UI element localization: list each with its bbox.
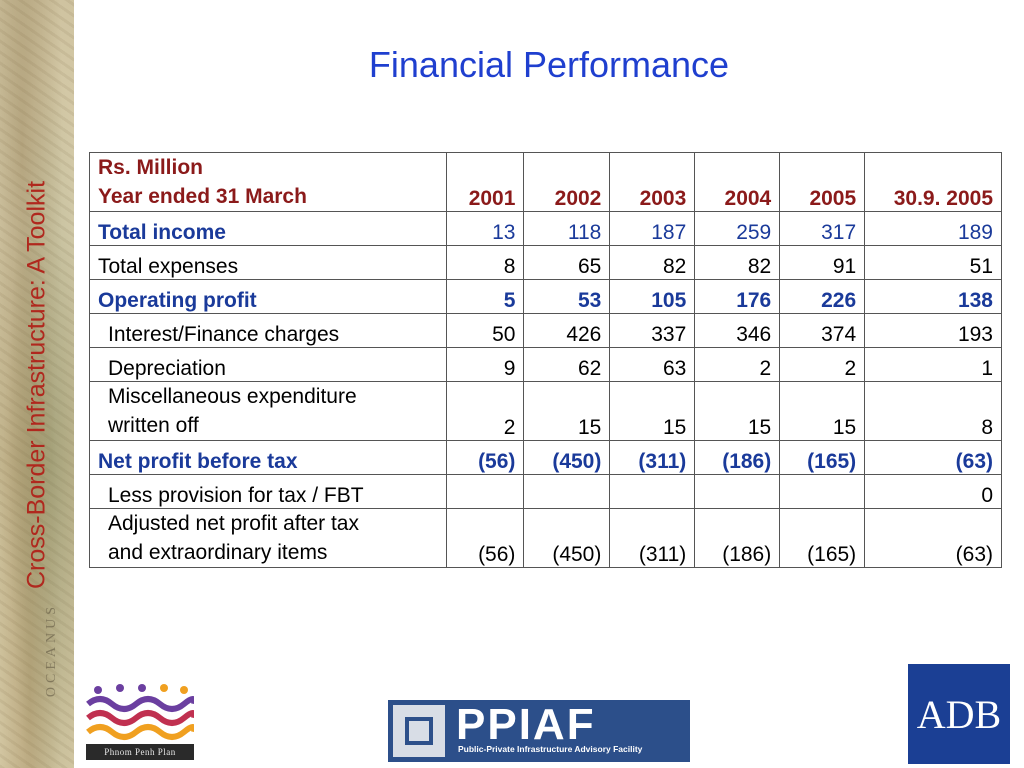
- header-unit: Rs. Million: [98, 156, 203, 179]
- table-row: Operating profit 5 53 105 176 226 138: [88, 279, 1002, 314]
- table-cell: 176: [694, 279, 781, 314]
- header-year: 30.9. 2005: [864, 152, 1002, 212]
- table-cell: (56): [446, 440, 525, 475]
- table-cell: 426: [523, 313, 611, 348]
- table-cell: 105: [609, 279, 696, 314]
- header-year: 2002: [523, 152, 611, 212]
- table-cell: [779, 474, 866, 509]
- header-period: Year ended 31 March: [98, 185, 307, 208]
- table-cell: 189: [864, 211, 1002, 246]
- table-row: Less provision for tax / FBT 0: [88, 474, 1002, 509]
- table-cell: 337: [609, 313, 696, 348]
- table-cell: 62: [523, 347, 611, 382]
- table-cell: [694, 474, 781, 509]
- table-cell: [523, 474, 611, 509]
- adb-logo: ADB: [908, 664, 1010, 764]
- financial-table: Rs. Million Year ended 31 March 2001 200…: [88, 152, 1002, 568]
- side-watermark: OCEANUS: [44, 602, 59, 698]
- table-cell: 118: [523, 211, 611, 246]
- row-label-line: written off: [108, 414, 199, 437]
- ppiaf-tagline: Public-Private Infrastructure Advisory F…: [458, 744, 643, 754]
- side-map-strip: OCEANUS Cross-Border Infrastructure: A T…: [0, 0, 74, 768]
- phnom-penh-plan-logo: Phnom Penh Plan: [86, 682, 198, 760]
- table-cell: 193: [864, 313, 1002, 348]
- table-cell: 50: [446, 313, 525, 348]
- table-row: Adjusted net profit after tax and extrao…: [88, 508, 1002, 568]
- row-label: Total income: [88, 211, 448, 246]
- header-year: 2005: [779, 152, 866, 212]
- table-cell: 346: [694, 313, 781, 348]
- row-label: Net profit before tax: [88, 440, 448, 475]
- row-label-line: Miscellaneous expenditure: [108, 385, 357, 408]
- ppiaf-wordmark: PPIAF: [456, 700, 596, 749]
- table-cell: 2: [446, 381, 525, 441]
- row-label: Total expenses: [88, 245, 448, 280]
- table-cell: (186): [694, 508, 781, 568]
- table-cell: 0: [864, 474, 1002, 509]
- table-cell: (311): [609, 440, 696, 475]
- table-cell: 317: [779, 211, 866, 246]
- table-cell: 2: [779, 347, 866, 382]
- table-cell: (63): [864, 508, 1002, 568]
- table-cell: [609, 474, 696, 509]
- table-cell: 187: [609, 211, 696, 246]
- row-label: Interest/Finance charges: [88, 313, 448, 348]
- row-label-line: Adjusted net profit after tax: [108, 512, 359, 535]
- table-cell: 1: [864, 347, 1002, 382]
- table-row: Net profit before tax (56) (450) (311) (…: [88, 440, 1002, 475]
- row-label: Adjusted net profit after tax and extrao…: [88, 508, 448, 568]
- table-cell: (165): [779, 440, 866, 475]
- header-year: 2001: [446, 152, 525, 212]
- table-cell: 15: [523, 381, 611, 441]
- row-label: Less provision for tax / FBT: [88, 474, 448, 509]
- table-cell: 138: [864, 279, 1002, 314]
- table-cell: [446, 474, 525, 509]
- table-cell: 82: [609, 245, 696, 280]
- table-cell: 91: [779, 245, 866, 280]
- table-cell: 8: [864, 381, 1002, 441]
- table-cell: (450): [523, 440, 611, 475]
- table-cell: (63): [864, 440, 1002, 475]
- table-cell: 8: [446, 245, 525, 280]
- row-label: Miscellaneous expenditure written off: [88, 381, 448, 441]
- table-cell: 374: [779, 313, 866, 348]
- table-cell: (165): [779, 508, 866, 568]
- table-row: Interest/Finance charges 50 426 337 346 …: [88, 313, 1002, 348]
- table-cell: 63: [609, 347, 696, 382]
- table-cell: 15: [609, 381, 696, 441]
- table-cell: 15: [779, 381, 866, 441]
- header-year: 2003: [609, 152, 696, 212]
- table-cell: 5: [446, 279, 525, 314]
- table-cell: 82: [694, 245, 781, 280]
- table-cell: 226: [779, 279, 866, 314]
- table-cell: 65: [523, 245, 611, 280]
- page-title: Financial Performance: [368, 44, 730, 85]
- table-header-row: Rs. Million Year ended 31 March 2001 200…: [88, 152, 1002, 212]
- table-cell: 51: [864, 245, 1002, 280]
- table-row: Total expenses 8 65 82 82 91 51: [88, 245, 1002, 280]
- table-row: Depreciation 9 62 63 2 2 1: [88, 347, 1002, 382]
- row-label: Depreciation: [88, 347, 448, 382]
- table-row: Total income 13 118 187 259 317 189: [88, 211, 1002, 246]
- ppiaf-logo: PPIAF Public-Private Infrastructure Advi…: [388, 700, 690, 762]
- table-cell: (186): [694, 440, 781, 475]
- table-cell: (450): [523, 508, 611, 568]
- table-cell: (56): [446, 508, 525, 568]
- table-cell: 53: [523, 279, 611, 314]
- table-cell: 2: [694, 347, 781, 382]
- row-label: Operating profit: [88, 279, 448, 314]
- header-label-cell: Rs. Million Year ended 31 March: [88, 152, 448, 212]
- wave-people-icon: [86, 684, 198, 740]
- ppiaf-square-icon: [393, 705, 445, 757]
- table-row: Miscellaneous expenditure written off 2 …: [88, 381, 1002, 441]
- phnom-penh-plan-text: Phnom Penh Plan: [86, 744, 194, 760]
- table-cell: 259: [694, 211, 781, 246]
- table-cell: (311): [609, 508, 696, 568]
- table-cell: 13: [446, 211, 525, 246]
- side-title: Cross-Border Infrastructure: A Toolkit: [22, 180, 51, 590]
- row-label-line: and extraordinary items: [108, 541, 328, 564]
- header-year: 2004: [694, 152, 781, 212]
- table-cell: 15: [694, 381, 781, 441]
- table-cell: 9: [446, 347, 525, 382]
